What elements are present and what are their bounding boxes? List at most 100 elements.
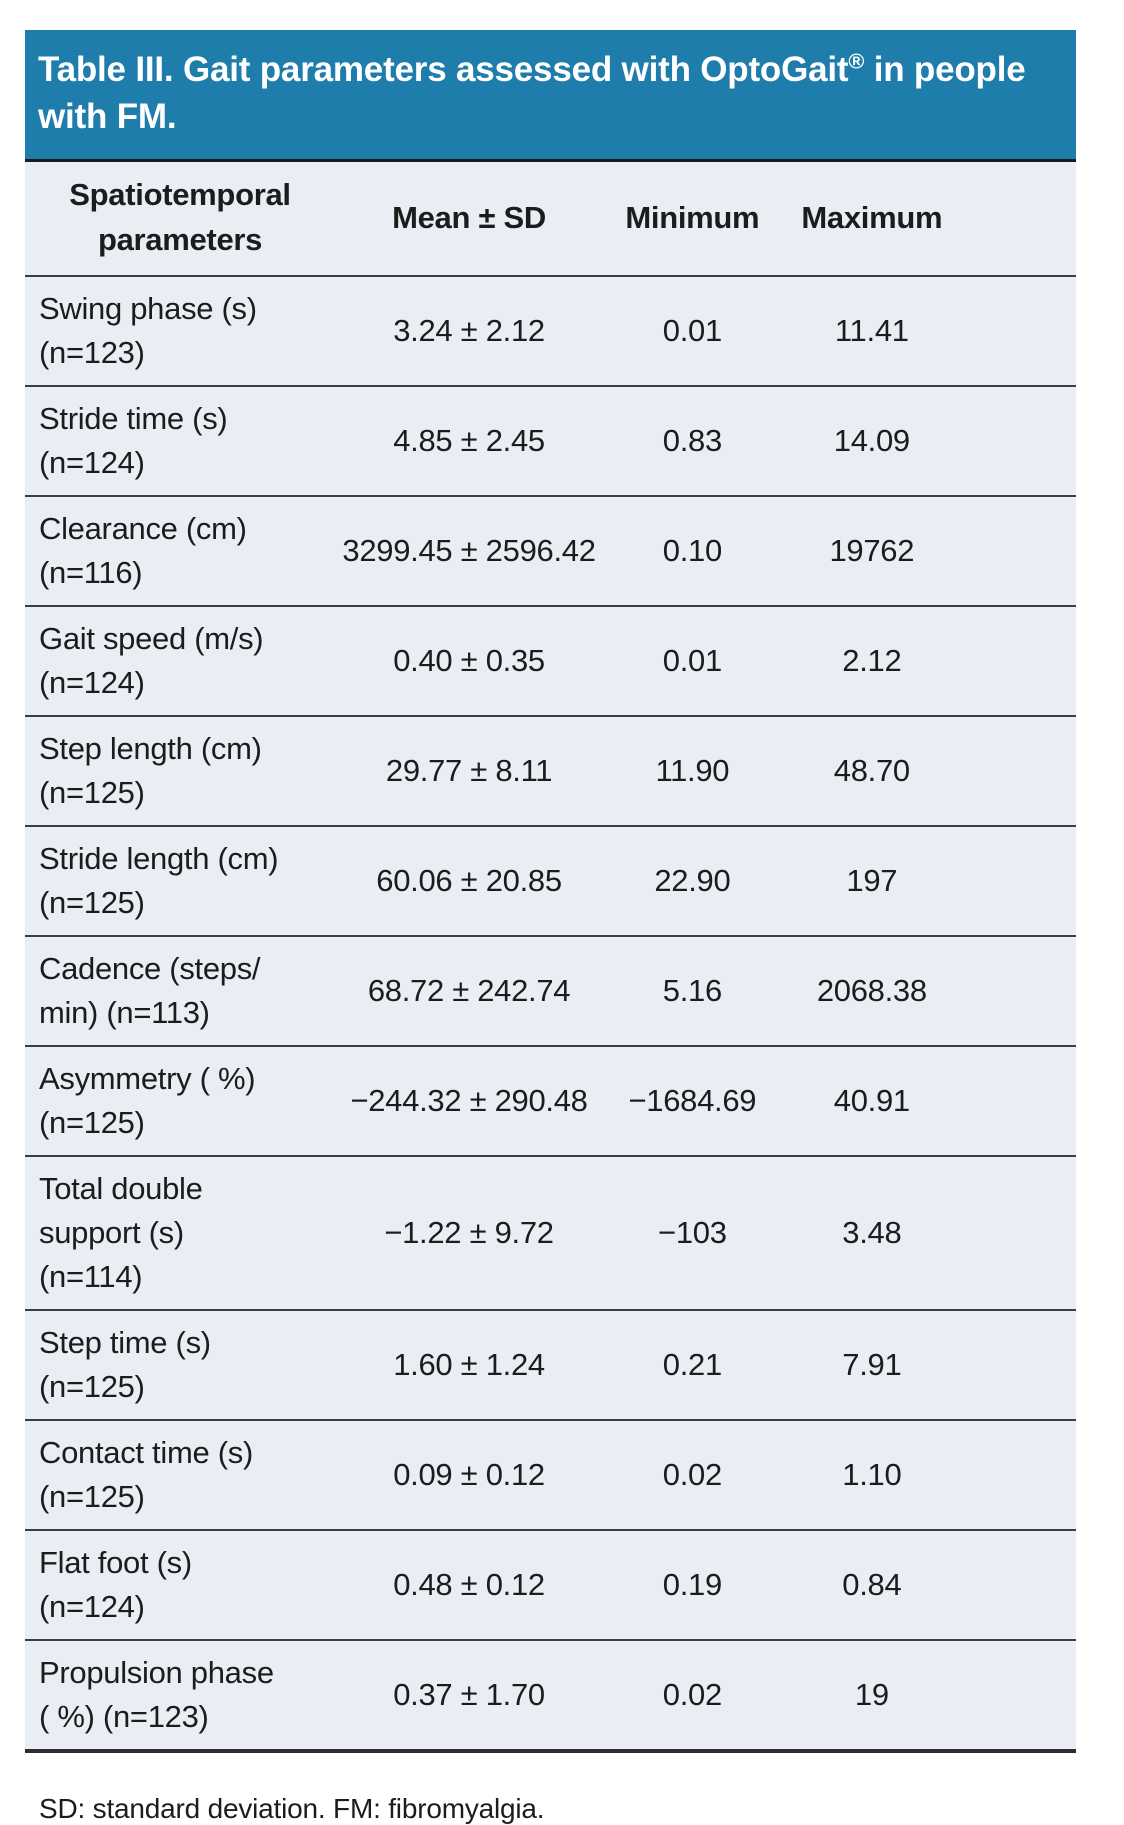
row-parameter-label: Stride length (cm) (n=125) <box>25 827 335 935</box>
table-row: Propulsion phase ( %) (n=123) 0.37 ± 1.70 0… <box>25 1641 1076 1749</box>
row-parameter-label-line: (n=125) <box>39 1368 145 1404</box>
row-parameter-label-line: (n=125) <box>39 774 145 810</box>
table-row: Total double support (s) (n=114) −1.22 ± 9.… <box>25 1157 1076 1311</box>
row-parameter-label: Swing phase (s) (n=123) <box>25 277 335 385</box>
row-maximum-value: 0.84 <box>842 1566 902 1602</box>
row-parameter-label-line: (n=116) <box>39 554 143 590</box>
row-parameter-label-line: Flat foot (s) <box>39 1544 192 1580</box>
row-parameter-label-line: Contact time (s) <box>39 1434 253 1470</box>
row-mean-sd-value: 60.06 ± 20.85 <box>376 862 562 898</box>
row-mean-sd-value: −244.32 ± 290.48 <box>350 1082 588 1118</box>
row-minimum-value: 0.21 <box>662 1346 722 1382</box>
row-parameter-label-line: Step time (s) <box>39 1324 211 1360</box>
row-maximum-value: 3.48 <box>842 1214 902 1250</box>
row-mean-sd-value: 1.60 ± 1.24 <box>393 1346 545 1382</box>
table-row: Flat foot (s) (n=124) 0.48 ± 0.12 0.19 0.84 <box>25 1531 1076 1641</box>
row-maximum-value: 197 <box>846 862 898 898</box>
table-row: Gait speed (m/s) (n=124) 0.40 ± 0.35 0.01 2.… <box>25 607 1076 717</box>
registered-trademark-symbol: ® <box>848 48 865 74</box>
table-row: Stride time (s) (n=124) 4.85 ± 2.45 0.83 14.… <box>25 387 1076 497</box>
row-parameter-label-line: Cadence (steps/ <box>39 950 261 986</box>
row-maximum-value: 2068.38 <box>816 972 927 1008</box>
table-row: Step length (cm) (n=125) 29.77 ± 8.11 11.90… <box>25 717 1076 827</box>
row-maximum-value: 48.70 <box>833 752 910 788</box>
row-minimum-value: −103 <box>658 1214 727 1250</box>
gait-parameters-table: Table III. Gait parameters assessed with… <box>25 30 1076 1753</box>
row-parameter-label: Total double support (s) (n=114) <box>25 1157 335 1309</box>
row-mean-sd-value: 3.24 ± 2.12 <box>393 312 545 348</box>
row-maximum-value: 7.91 <box>842 1346 902 1382</box>
row-minimum-value: −1684.69 <box>628 1082 757 1118</box>
row-parameter-label: Flat foot (s) (n=124) <box>25 1531 335 1639</box>
row-parameter-label-line: (n=114) <box>39 1258 143 1294</box>
row-mean-sd-value: 0.09 ± 0.12 <box>393 1456 545 1492</box>
row-parameter-label: Propulsion phase ( %) (n=123) <box>25 1641 335 1749</box>
row-maximum-value: 40.91 <box>833 1082 910 1118</box>
row-parameter-label-line: (n=124) <box>39 1588 145 1624</box>
column-header-minimum: Minimum <box>625 199 760 235</box>
row-mean-sd-value: 3299.45 ± 2596.42 <box>342 532 596 568</box>
row-mean-sd-value: −1.22 ± 9.72 <box>384 1214 554 1250</box>
row-parameter-label: Gait speed (m/s) (n=124) <box>25 607 335 715</box>
row-parameter-label-line: Swing phase (s) <box>39 290 257 326</box>
table-header-row: Spatiotemporal parameters Mean ± SD Mini… <box>25 158 1076 277</box>
row-parameter-label: Stride time (s) (n=124) <box>25 387 335 495</box>
row-mean-sd-value: 4.85 ± 2.45 <box>393 422 545 458</box>
column-header-parameter-line1: Spatiotemporal <box>69 177 291 213</box>
row-parameter-label-line: Stride time (s) <box>39 400 228 436</box>
row-maximum-value: 19762 <box>829 532 915 568</box>
row-minimum-value: 0.10 <box>662 532 722 568</box>
row-parameter-label: Cadence (steps/min) (n=113) <box>25 937 335 1045</box>
table-title-text-cont: in people with FM. <box>38 50 1026 137</box>
table-row: Asymmetry ( %) (n=125) −244.32 ± 290.48 −16… <box>25 1047 1076 1157</box>
row-maximum-value: 2.12 <box>842 642 902 678</box>
table-row: Clearance (cm) (n=116) 3299.45 ± 2596.42 0.… <box>25 497 1076 607</box>
table-title-text: Table III. Gait parameters assessed with… <box>38 50 849 89</box>
column-header-maximum: Maximum <box>801 199 943 235</box>
row-parameter-label-line: Stride length (cm) <box>39 840 279 876</box>
table-row: Step time (s) (n=125) 1.60 ± 1.24 0.21 7.91 <box>25 1311 1076 1421</box>
row-parameter-label-line: Propulsion phase <box>39 1654 274 1690</box>
row-mean-sd-value: 0.40 ± 0.35 <box>393 642 545 678</box>
row-minimum-value: 11.90 <box>655 752 730 788</box>
row-mean-sd-value: 0.48 ± 0.12 <box>393 1566 545 1602</box>
row-minimum-value: 0.01 <box>662 642 722 678</box>
row-maximum-value: 19 <box>854 1676 889 1712</box>
row-parameter-label-line: Gait speed (m/s) <box>39 620 264 656</box>
table-title: Table III. Gait parameters assessed with… <box>25 30 1076 159</box>
row-maximum-value: 14.09 <box>833 422 910 458</box>
table-body: Swing phase (s) (n=123) 3.24 ± 2.12 0.01 11.… <box>25 276 1076 1753</box>
row-parameter-label-line: Total double <box>39 1170 203 1206</box>
column-header-parameter-line2: parameters <box>97 222 263 257</box>
row-parameter-label: Contact time (s) (n=125) <box>25 1421 335 1529</box>
row-minimum-value: 0.01 <box>662 312 722 348</box>
row-minimum-value: 5.16 <box>662 972 722 1008</box>
row-parameter-label-line: (n=125) <box>39 1478 145 1514</box>
row-maximum-value: 11.41 <box>834 312 909 348</box>
row-parameter-label-line: min) (n=113) <box>39 994 210 1030</box>
table-row: Stride length (cm) (n=125) 60.06 ± 20.85 22… <box>25 827 1076 937</box>
row-parameter-label-line: ( %) (n=123) <box>39 1698 209 1734</box>
row-parameter-label: Step length (cm) (n=125) <box>25 717 335 825</box>
row-mean-sd-value: 29.77 ± 8.11 <box>385 752 553 788</box>
row-minimum-value: 0.19 <box>662 1566 722 1602</box>
row-parameter-label-line: Asymmetry ( %) <box>39 1060 256 1096</box>
row-parameter-label-line: (n=123) <box>39 334 145 370</box>
row-parameter-label-line: support (s) <box>39 1214 184 1250</box>
row-parameter-label: Clearance (cm) (n=116) <box>25 497 335 605</box>
row-minimum-value: 0.02 <box>662 1676 722 1712</box>
row-parameter-label: Asymmetry ( %) (n=125) <box>25 1047 335 1155</box>
row-parameter-label-line: (n=125) <box>39 1104 145 1140</box>
row-parameter-label-line: (n=124) <box>39 664 145 700</box>
row-parameter-label: Step time (s) (n=125) <box>25 1311 335 1419</box>
row-parameter-label-line: Step length (cm) <box>39 730 262 766</box>
row-parameter-label-line: (n=124) <box>39 444 145 480</box>
column-header-mean-sd: Mean ± SD <box>392 199 546 235</box>
row-minimum-value: 0.83 <box>662 422 722 458</box>
row-minimum-value: 0.02 <box>662 1456 722 1492</box>
table-row: Cadence (steps/min) (n=113) 68.72 ± 242.7… <box>25 937 1076 1047</box>
table-footnote: SD: standard deviation. FM: fibromyalgia… <box>39 1792 545 1824</box>
row-minimum-value: 22.90 <box>654 862 731 898</box>
row-parameter-label-line: Clearance (cm) <box>39 510 247 546</box>
row-parameter-label-line: (n=125) <box>39 884 145 920</box>
